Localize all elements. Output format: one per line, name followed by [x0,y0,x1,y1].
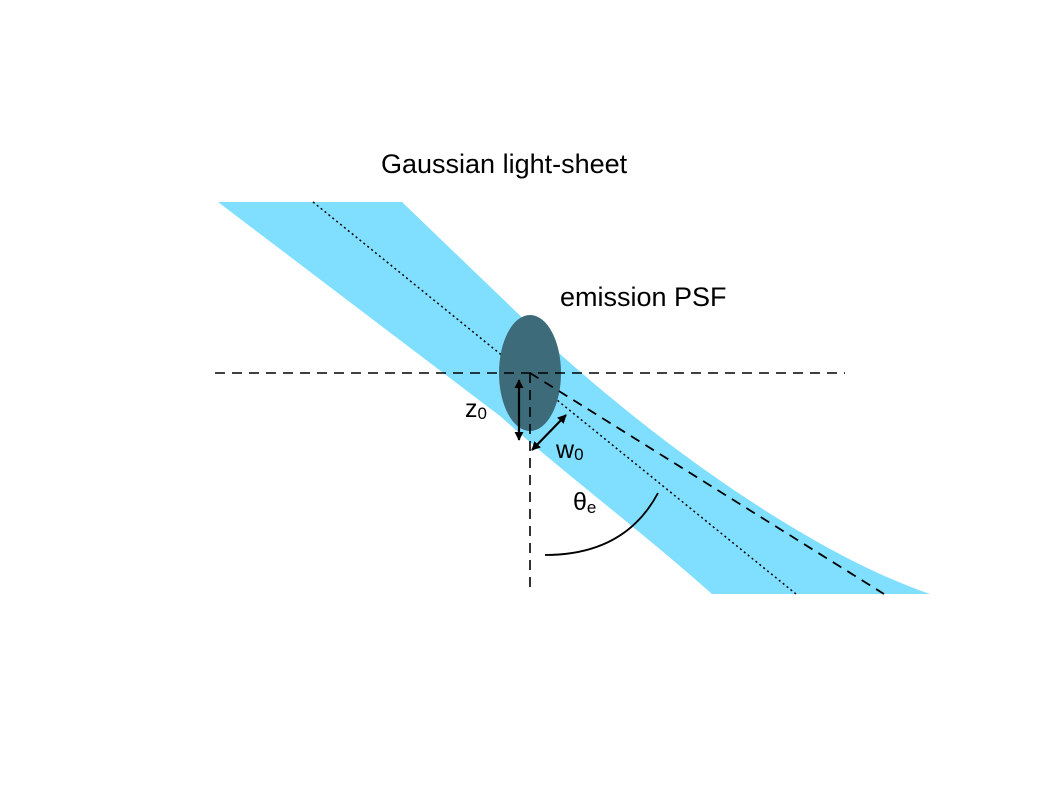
diagram-title: Gaussian light-sheet [381,149,628,179]
z0-subscript: 0 [478,404,487,423]
theta-e-subscript: e [587,498,596,517]
z0-symbol: z [465,395,478,423]
light-sheet-band [218,202,930,594]
psf-label: emission PSF [560,282,727,312]
w0-symbol: w [555,436,575,464]
w0-subscript: 0 [574,445,583,464]
theta-e-symbol: θ [573,488,587,516]
